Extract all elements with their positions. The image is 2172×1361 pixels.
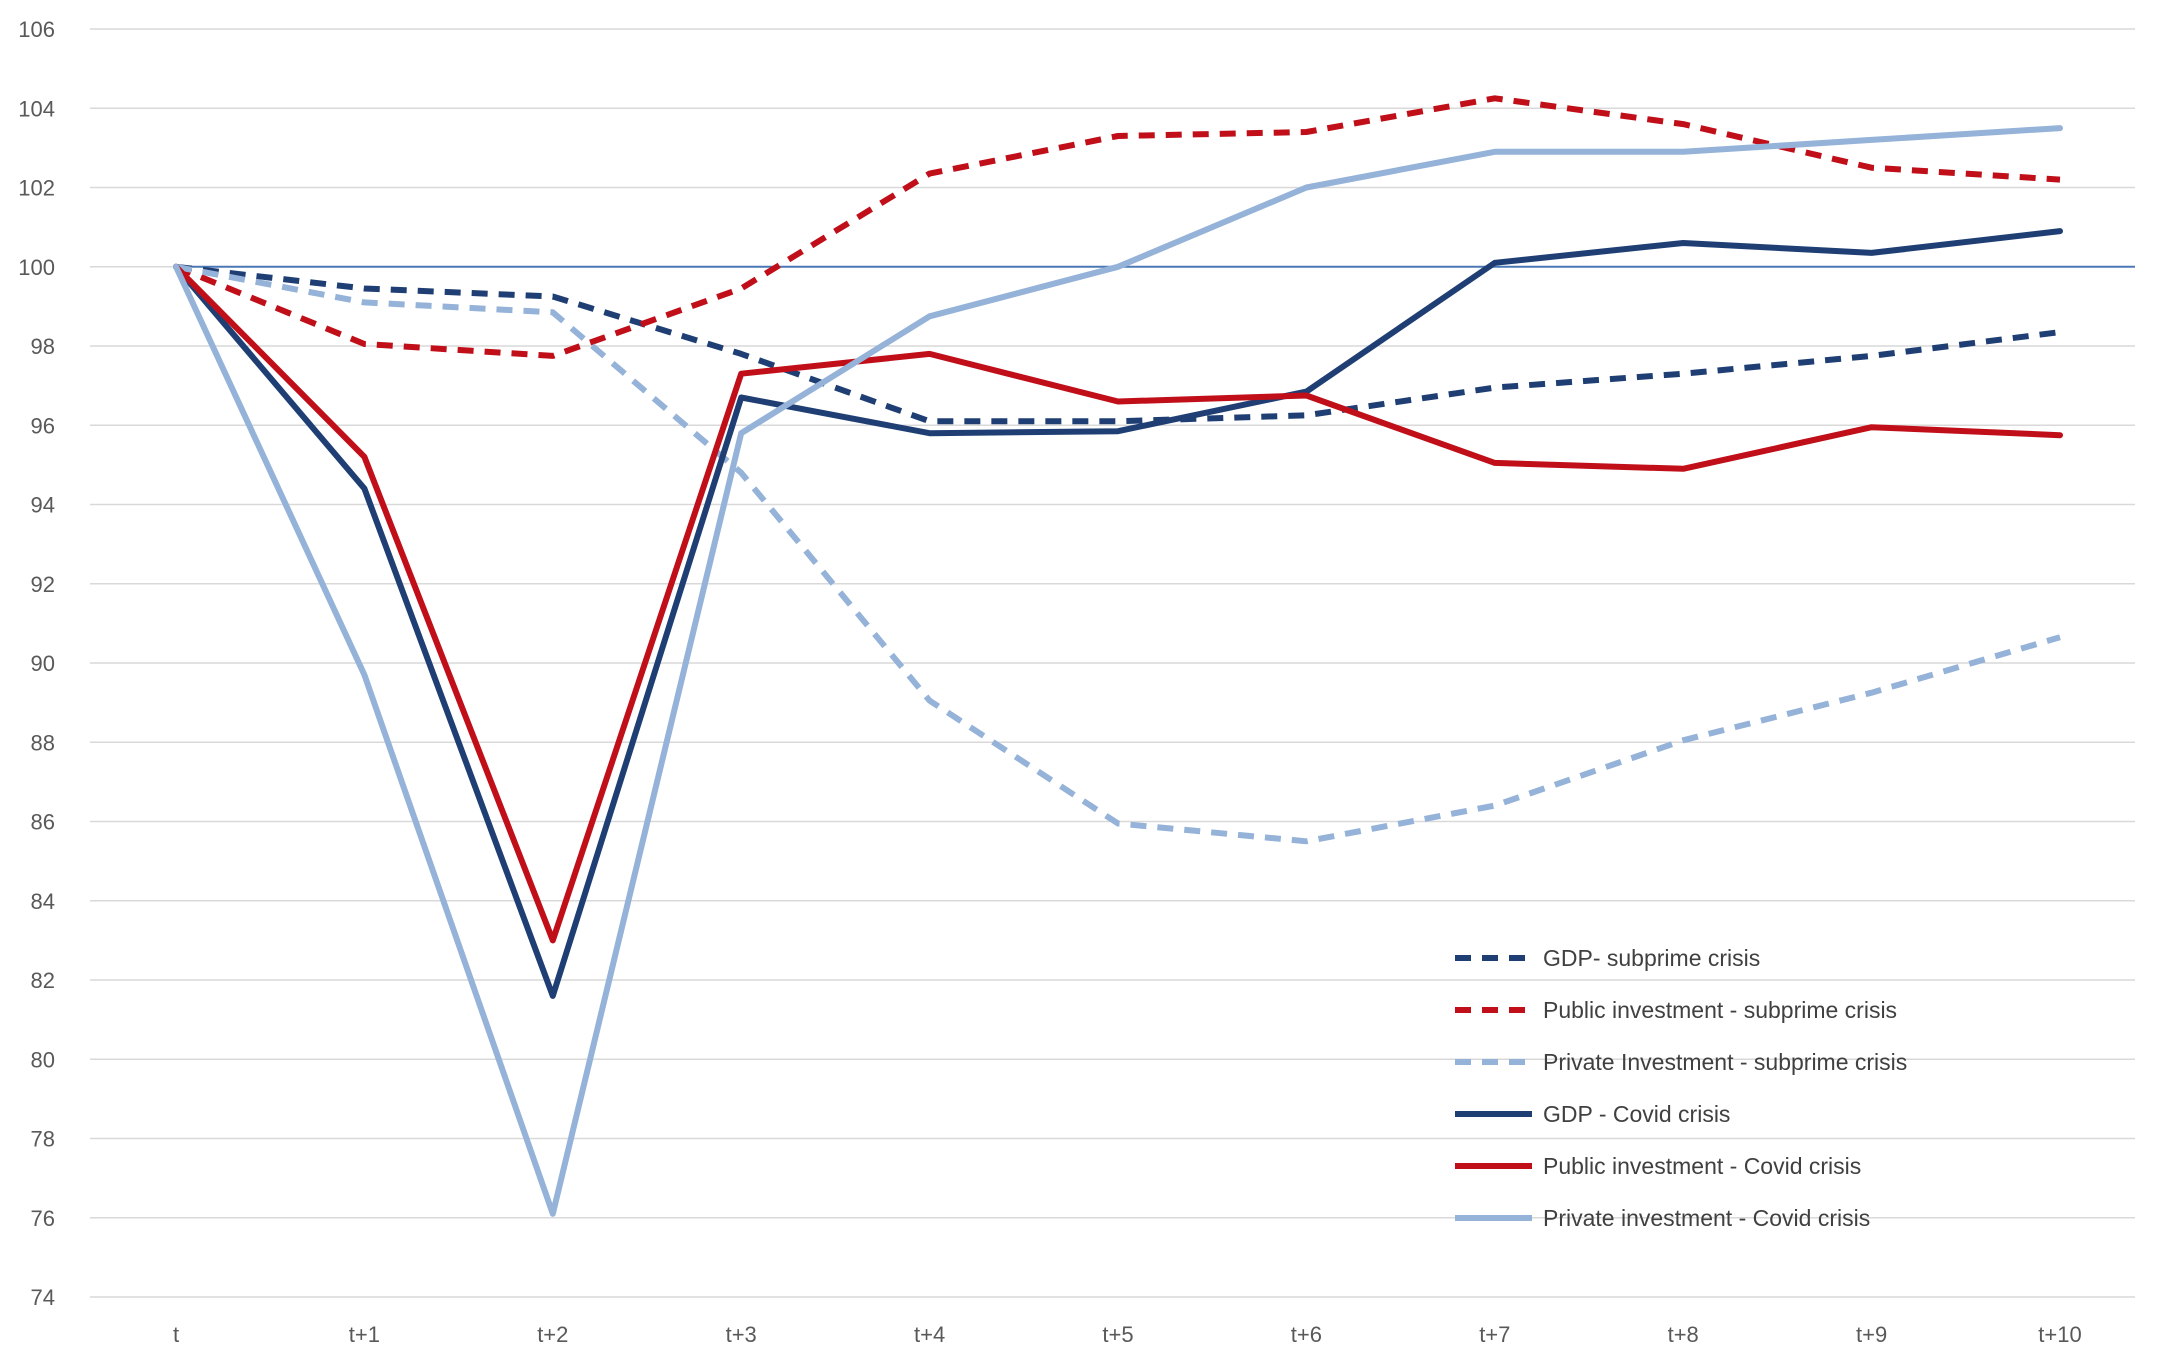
y-tick-label: 104 bbox=[18, 96, 55, 121]
y-tick-label: 78 bbox=[31, 1127, 55, 1152]
series-line-1 bbox=[174, 95, 2061, 359]
series-line-4 bbox=[173, 263, 2063, 944]
legend-label-5: Private investment - Covid crisis bbox=[1543, 1205, 1870, 1231]
y-tick-label: 102 bbox=[18, 176, 55, 201]
y-tick-label: 84 bbox=[31, 889, 55, 914]
x-tick-label: t+4 bbox=[914, 1322, 945, 1347]
y-tick-label: 88 bbox=[31, 730, 55, 755]
series-line-3 bbox=[173, 228, 2063, 999]
y-tick-label: 86 bbox=[31, 810, 55, 835]
legend-label-3: GDP - Covid crisis bbox=[1543, 1101, 1730, 1127]
x-tick-label: t bbox=[173, 1322, 179, 1347]
y-tick-label: 76 bbox=[31, 1206, 55, 1231]
y-tick-label: 92 bbox=[31, 572, 55, 597]
series-line-0 bbox=[175, 263, 2061, 425]
y-tick-label: 100 bbox=[18, 255, 55, 280]
x-tick-label: t+7 bbox=[1479, 1322, 1510, 1347]
y-tick-label: 82 bbox=[31, 968, 55, 993]
x-tick-label: t+1 bbox=[349, 1322, 380, 1347]
x-tick-label: t+9 bbox=[1856, 1322, 1887, 1347]
y-tick-label: 90 bbox=[31, 651, 55, 676]
x-tick-label: t+5 bbox=[1102, 1322, 1133, 1347]
series-line-2 bbox=[175, 263, 2061, 845]
y-axis-tick-labels: 74 76 78 80 82 84 86 88 90 92 94 96 98 100 102 104 106 bbox=[18, 17, 55, 1310]
legend-label-1: Public investment - subprime crisis bbox=[1543, 997, 1897, 1023]
x-tick-label: t+2 bbox=[537, 1322, 568, 1347]
y-tick-label: 80 bbox=[31, 1047, 55, 1072]
y-tick-label: 96 bbox=[31, 413, 55, 438]
x-tick-label: t+3 bbox=[726, 1322, 757, 1347]
x-tick-label: t+8 bbox=[1668, 1322, 1699, 1347]
legend: GDP- subprime crisis Public investment - … bbox=[1455, 945, 1907, 1231]
y-tick-label: 106 bbox=[18, 17, 55, 42]
y-tick-label: 98 bbox=[31, 334, 55, 359]
y-tick-label: 74 bbox=[31, 1285, 55, 1310]
series-line-5 bbox=[173, 125, 2063, 1217]
x-tick-label: t+10 bbox=[2038, 1322, 2081, 1347]
x-axis-tick-labels: t t+1 t+2 t+3 t+4 t+5 t+6 t+7 t+8 t+9 t+10 bbox=[173, 1322, 2082, 1347]
legend-label-0: GDP- subprime crisis bbox=[1543, 945, 1760, 971]
y-tick-label: 94 bbox=[31, 493, 55, 518]
legend-label-4: Public investment - Covid crisis bbox=[1543, 1153, 1861, 1179]
series-lines bbox=[173, 95, 2063, 1217]
x-tick-label: t+6 bbox=[1291, 1322, 1322, 1347]
gridlines bbox=[90, 28, 2135, 1298]
legend-label-2: Private Investment - subprime crisis bbox=[1543, 1049, 1907, 1075]
